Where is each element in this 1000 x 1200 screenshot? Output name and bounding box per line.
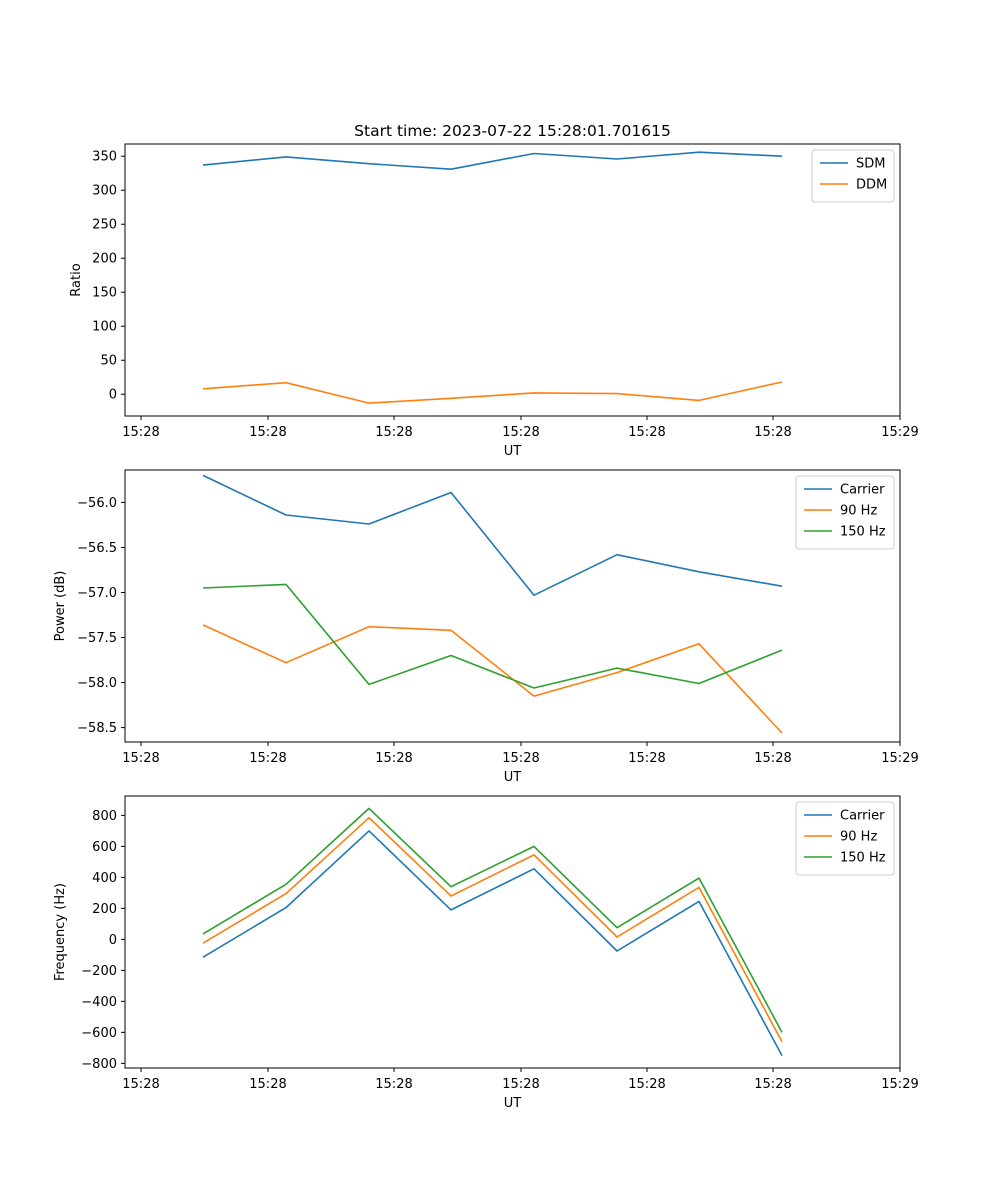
- x-tick-label: 15:29: [881, 1077, 918, 1092]
- legend-label: Carrier: [840, 809, 885, 824]
- x-tick-label: 15:28: [375, 751, 412, 766]
- y-tick-label: −58.0: [77, 676, 117, 691]
- series-line-sdm: [202, 151, 783, 170]
- x-tick-label: 15:28: [628, 1077, 665, 1092]
- y-tick-label: 800: [92, 809, 117, 824]
- x-tick-label: 15:28: [249, 1077, 286, 1092]
- x-tick-label: 15:28: [122, 1077, 159, 1092]
- y-tick-label: −57.5: [77, 631, 117, 646]
- series-line-carrier: [202, 830, 783, 1056]
- y-axis-label: Frequency (Hz): [53, 883, 68, 981]
- y-tick-label: −57.0: [77, 586, 117, 601]
- y-tick-label: −56.5: [77, 541, 117, 556]
- x-tick-label: 15:28: [502, 425, 539, 440]
- axes-frame: [124, 469, 901, 743]
- legend-label: Carrier: [840, 483, 885, 498]
- x-tick-label: 15:28: [375, 1077, 412, 1092]
- power-panel: −56.0 −56.5 −57.0 −57.5 −58.0 −58.5 15:28 15:28…: [53, 469, 919, 785]
- x-tick-label: 15:28: [754, 425, 791, 440]
- legend-label: 90 Hz: [840, 830, 877, 845]
- x-tick-label: 15:28: [249, 751, 286, 766]
- series-line-150-hz: [202, 807, 783, 1033]
- y-tick-label: −600: [81, 1026, 117, 1041]
- y-tick-label: −56.0: [77, 496, 117, 511]
- x-tick-label: 15:28: [628, 751, 665, 766]
- y-tick-label: 100: [92, 320, 117, 335]
- y-axis-label: Ratio: [69, 263, 84, 296]
- legend-label: 150 Hz: [840, 851, 886, 866]
- axes-frame: [124, 795, 901, 1069]
- x-tick-label: 15:28: [754, 751, 791, 766]
- chart-title: Start time: 2023-07-22 15:28:01.701615: [354, 122, 671, 140]
- x-tick-label: 15:28: [628, 425, 665, 440]
- x-tick-label: 15:28: [502, 751, 539, 766]
- y-tick-label: 600: [92, 840, 117, 855]
- legend-label: DDM: [856, 178, 887, 193]
- y-tick-label: 200: [92, 902, 117, 917]
- y-axis-label: Power (dB): [53, 571, 68, 642]
- series-line-ddm: [202, 381, 783, 404]
- ratio-panel: 0 50 100 150 200 250 300 350 15:28 15:28 15:28 15:2…: [69, 143, 919, 459]
- legend-label: 150 Hz: [840, 525, 886, 540]
- y-tick-label: 0: [109, 933, 117, 948]
- x-tick-label: 15:28: [375, 425, 412, 440]
- x-tick-label: 15:28: [754, 1077, 791, 1092]
- series-line-150-hz: [202, 583, 783, 689]
- x-tick-label: 15:28: [122, 751, 159, 766]
- frequency-panel: 800 600 400 200 0 −200 −400 −600 −800 15:28 15:28 1…: [53, 795, 919, 1111]
- axes-frame: [124, 143, 901, 417]
- y-tick-label: 150: [92, 286, 117, 301]
- y-tick-label: 0: [109, 388, 117, 403]
- x-tick-label: 15:29: [881, 425, 918, 440]
- y-tick-label: −200: [81, 964, 117, 979]
- series-line-carrier: [202, 474, 783, 597]
- y-tick-label: 200: [92, 252, 117, 267]
- y-tick-label: 300: [92, 184, 117, 199]
- x-axis-label: UT: [504, 1096, 522, 1111]
- x-tick-label: 15:28: [502, 1077, 539, 1092]
- y-tick-label: 250: [92, 218, 117, 233]
- y-tick-label: −800: [81, 1057, 117, 1072]
- x-tick-label: 15:28: [249, 425, 286, 440]
- y-tick-label: −400: [81, 995, 117, 1010]
- y-tick-label: 400: [92, 871, 117, 886]
- series-line-90-hz: [202, 624, 783, 734]
- x-tick-label: 15:28: [122, 425, 159, 440]
- y-tick-label: 350: [92, 150, 117, 165]
- x-axis-label: UT: [504, 770, 522, 785]
- x-tick-label: 15:29: [881, 751, 918, 766]
- y-tick-label: −58.5: [77, 721, 117, 736]
- legend-label: SDM: [856, 157, 885, 172]
- legend-label: 90 Hz: [840, 504, 877, 519]
- x-axis-label: UT: [504, 444, 522, 459]
- y-tick-label: 50: [100, 354, 117, 369]
- series-line-90-hz: [202, 816, 783, 1043]
